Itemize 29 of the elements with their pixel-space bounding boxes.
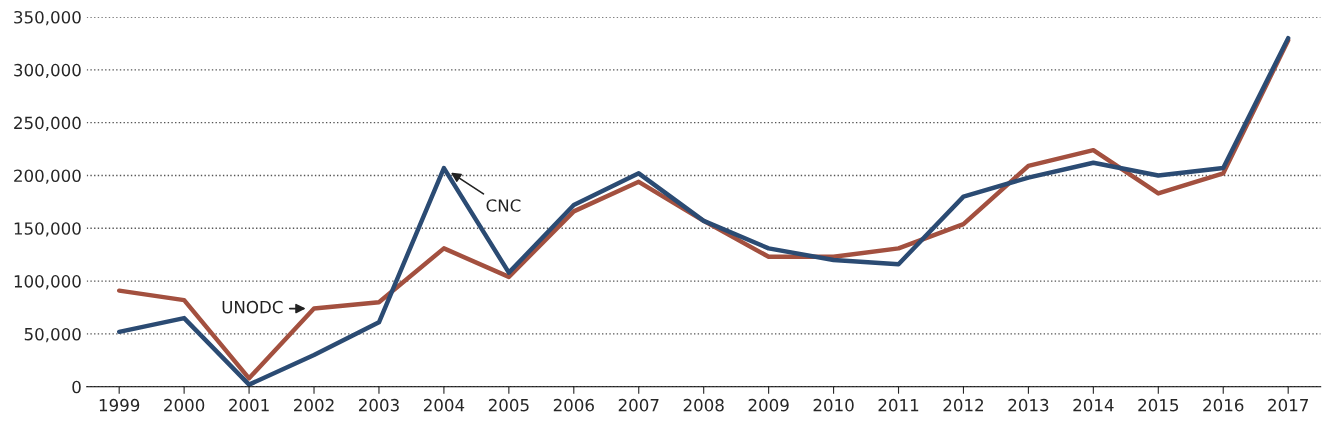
- x-tick-label: 2016: [1203, 398, 1244, 412]
- x-tick-label: 2000: [164, 398, 205, 412]
- y-tick-label: 250,000: [14, 116, 81, 131]
- series-label: CNC: [486, 199, 521, 212]
- x-tick-label: 2007: [618, 398, 659, 412]
- x-tick-label: 2006: [553, 398, 594, 412]
- x-tick-label: 2011: [878, 398, 919, 412]
- y-tick-label: 100,000: [14, 275, 81, 290]
- series-label: UNODC: [222, 300, 283, 314]
- y-tick-label: 150,000: [14, 222, 81, 237]
- x-tick-label: 2010: [813, 398, 854, 412]
- x-tick-label: 2008: [683, 398, 724, 412]
- x-tick-label: 2004: [423, 398, 465, 412]
- x-tick-label: 2001: [229, 398, 269, 412]
- y-tick-label: 300,000: [14, 63, 81, 79]
- y-tick-label: 350,000: [14, 10, 81, 26]
- y-tick-label: 50,000: [24, 327, 81, 343]
- x-tick-label: 2009: [748, 398, 789, 412]
- x-tick-label: 2014: [1073, 398, 1114, 412]
- x-tick-label: 2005: [488, 398, 529, 412]
- x-tick-label: 1999: [99, 398, 140, 412]
- y-tick-label: 0: [72, 380, 81, 394]
- y-tick-label: 200,000: [14, 169, 81, 184]
- x-tick-label: 2015: [1138, 398, 1179, 412]
- x-tick-label: 2003: [358, 398, 399, 412]
- x-tick-label: 2002: [294, 398, 334, 412]
- x-tick-label: 2017: [1268, 398, 1308, 412]
- x-tick-label: 2012: [943, 398, 983, 412]
- x-tick-label: 2013: [1008, 398, 1049, 412]
